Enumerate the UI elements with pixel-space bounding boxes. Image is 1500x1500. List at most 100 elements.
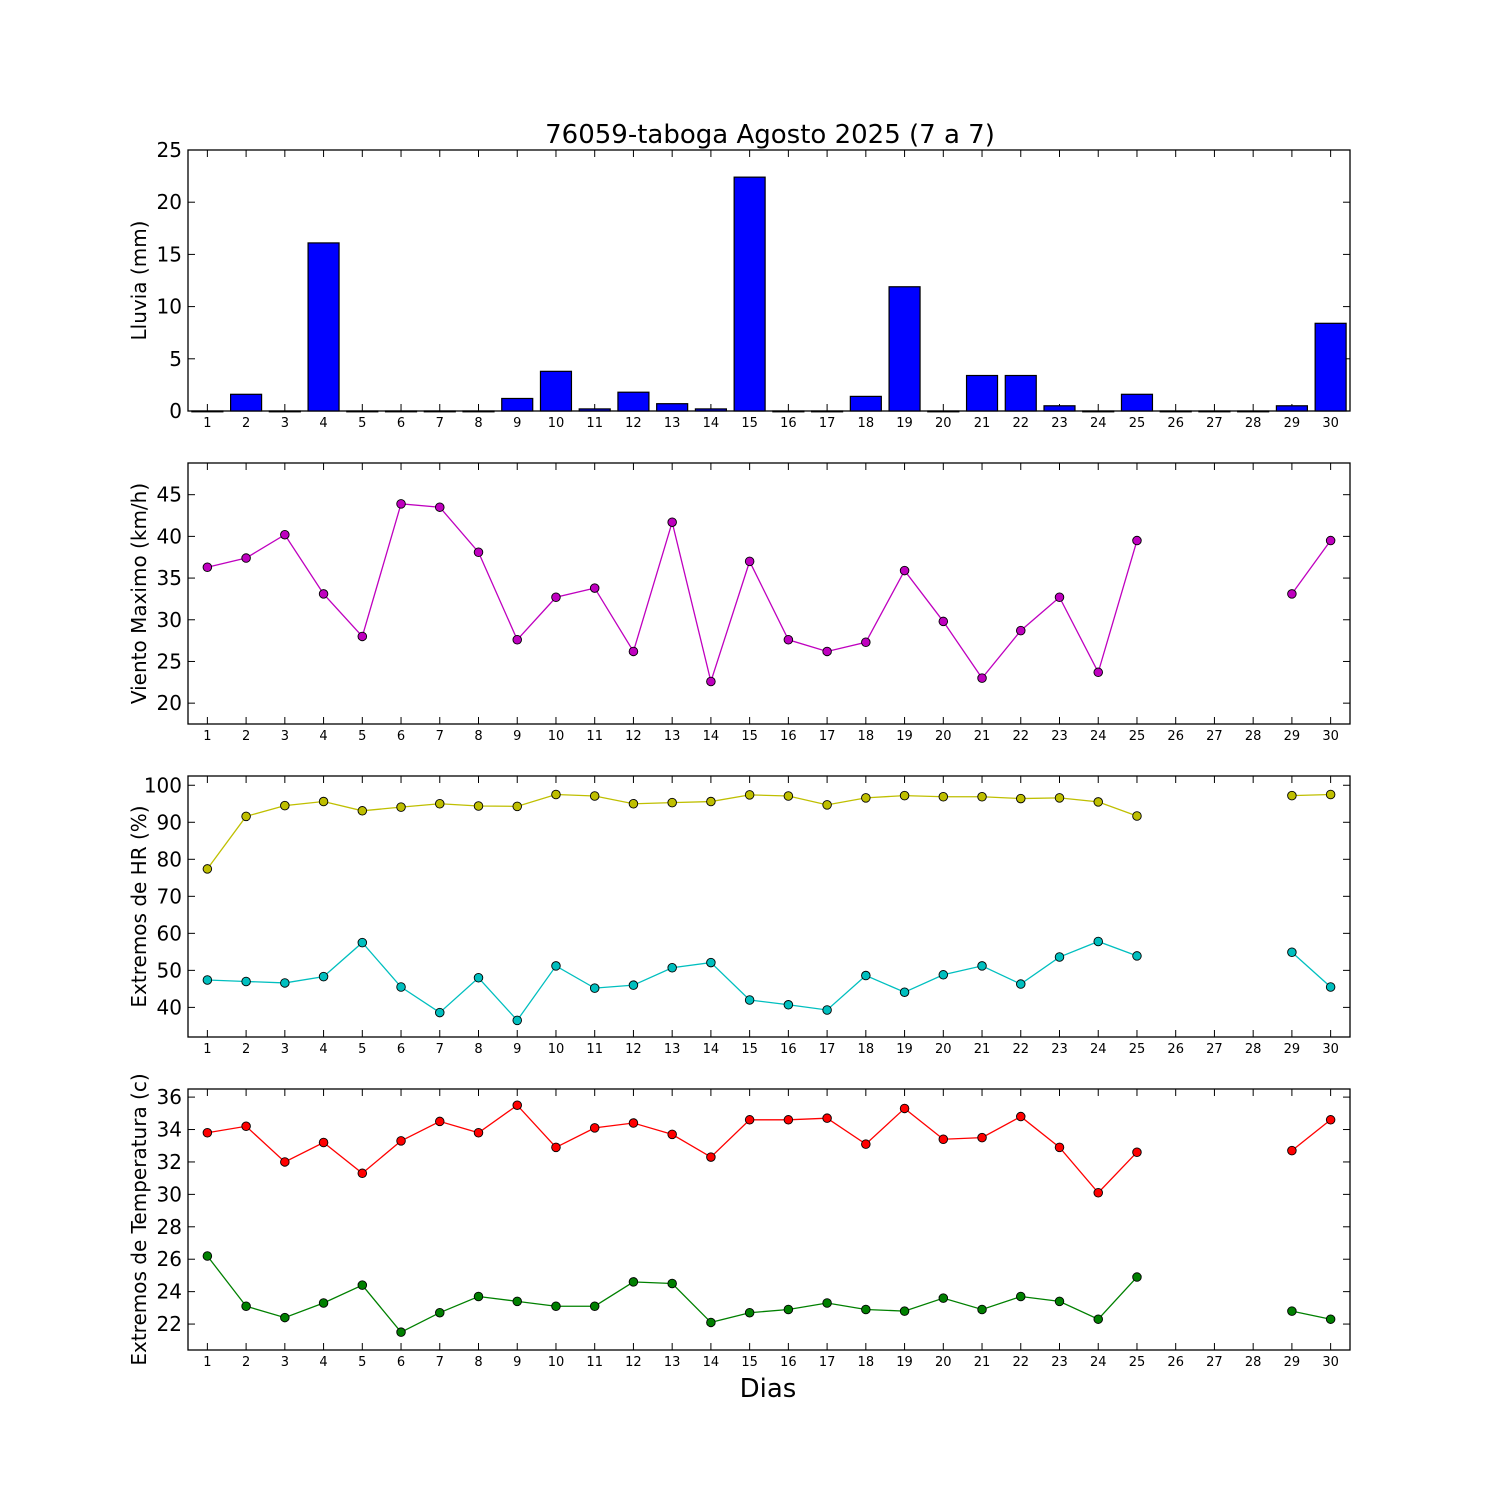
hr-xtick-label: 26	[1167, 1042, 1184, 1057]
lluvia-ytick-label: 20	[157, 190, 182, 214]
lluvia-ytick-label: 0	[169, 399, 182, 423]
viento-xtick-label: 3	[281, 729, 289, 744]
temperatura-xtick-label: 22	[1012, 1355, 1029, 1370]
viento-ytick-label: 40	[157, 524, 182, 548]
viento-data-point	[783, 635, 794, 645]
viento-data-point	[744, 556, 755, 567]
hr-data-point	[435, 1007, 445, 1018]
viento-ytick-label: 20	[157, 691, 182, 715]
temperatura-data-point	[899, 1103, 910, 1114]
hr-data-point	[512, 801, 522, 812]
hr-xtick-label: 10	[548, 1042, 565, 1057]
hr-data-point	[396, 802, 406, 812]
hr-series-line	[1291, 951, 1332, 988]
lluvia-xtick-label: 9	[513, 416, 521, 431]
viento-xtick-label: 12	[625, 729, 642, 744]
lluvia-bar	[927, 410, 960, 413]
temperatura-xtick-label: 17	[819, 1355, 836, 1370]
viento-xtick-label: 6	[397, 729, 405, 744]
viento-data-point	[706, 676, 716, 687]
viento-xtick-label: 26	[1167, 729, 1184, 744]
hr-ytick-label: 100	[144, 773, 182, 797]
lluvia-bar	[849, 395, 882, 412]
temperatura-data-point	[1132, 1272, 1142, 1282]
viento-xtick-label: 29	[1284, 729, 1301, 744]
hr-xtick-label: 12	[625, 1042, 642, 1057]
hr-data-point	[783, 1000, 794, 1010]
temperatura-xtick-label: 23	[1051, 1355, 1068, 1370]
temperatura-xtick-label: 6	[397, 1355, 405, 1370]
viento-xtick-label: 28	[1245, 729, 1262, 744]
lluvia-bar	[772, 410, 805, 413]
viento-xtick-label: 17	[819, 729, 836, 744]
hr-xtick-label: 18	[858, 1042, 875, 1057]
lluvia-y-axis-label: Lluvia (mm)	[127, 221, 151, 341]
viento-ytick-label: 30	[157, 608, 182, 632]
lluvia-bar	[965, 374, 999, 412]
viento-xtick-label: 30	[1322, 729, 1339, 744]
lluvia-axes-frame	[187, 149, 1351, 412]
temperatura-data-point	[938, 1293, 949, 1303]
lluvia-xtick-label: 6	[397, 416, 405, 431]
hr-xtick-label: 28	[1245, 1042, 1262, 1057]
temperatura-xtick-label: 21	[974, 1355, 991, 1370]
hr-axes-frame	[187, 775, 1351, 1038]
hr-data-point	[783, 791, 794, 801]
lluvia-xtick-label: 26	[1167, 416, 1184, 431]
viento-xtick-label: 4	[319, 729, 327, 744]
temperatura-xtick-label: 3	[281, 1355, 289, 1370]
lluvia-bar	[1043, 405, 1076, 412]
lluvia-bar	[230, 393, 263, 412]
viento-xtick-label: 20	[935, 729, 952, 744]
temperatura-data-point	[1016, 1291, 1026, 1302]
viento-xtick-label: 2	[242, 729, 250, 744]
viento-data-point	[899, 565, 910, 576]
temperatura-data-point	[280, 1312, 290, 1323]
temperatura-data-point	[357, 1168, 368, 1179]
temperatura-ytick-label: 22	[157, 1312, 182, 1336]
hr-data-point	[589, 791, 600, 801]
lluvia-xtick-label: 18	[858, 416, 875, 431]
temperatura-data-point	[318, 1298, 329, 1308]
temperatura-data-point	[551, 1301, 561, 1311]
lluvia-xtick-label: 5	[358, 416, 366, 431]
temperatura-axes-frame	[187, 1088, 1351, 1351]
hr-xtick-label: 15	[741, 1042, 758, 1057]
temperatura-xtick-label: 7	[436, 1355, 444, 1370]
lluvia-bar	[191, 410, 224, 413]
temperatura-data-point	[1054, 1142, 1065, 1153]
viento-xtick-label: 11	[586, 729, 603, 744]
hr-data-point	[861, 793, 871, 803]
temperatura-data-point	[977, 1304, 987, 1315]
hr-y-axis-label: Extremos de HR (%)	[127, 805, 151, 1007]
temperatura-data-point	[822, 1298, 832, 1308]
hr-data-point	[551, 961, 561, 971]
viento-xtick-label: 15	[741, 729, 758, 744]
temperatura-ytick-label: 30	[157, 1182, 182, 1206]
viento-data-point	[551, 592, 561, 603]
temperatura-data-point	[628, 1118, 639, 1128]
lluvia-bar	[617, 391, 650, 412]
temperatura-series-line	[207, 1104, 1138, 1194]
lluvia-xtick-label: 29	[1284, 416, 1301, 431]
temperatura-data-point	[435, 1116, 445, 1127]
hr-data-point	[1325, 789, 1336, 800]
hr-ytick-label: 60	[157, 921, 182, 945]
temperatura-xtick-label: 29	[1284, 1355, 1301, 1370]
lluvia-xtick-label: 1	[203, 416, 211, 431]
viento-data-point	[861, 637, 871, 648]
hr-data-point	[241, 976, 251, 987]
lluvia-xtick-label: 19	[896, 416, 913, 431]
temperatura-data-point	[861, 1139, 871, 1149]
temperatura-data-point	[899, 1306, 910, 1316]
lluvia-ytick-label: 5	[169, 347, 182, 371]
temperatura-data-point	[473, 1291, 484, 1302]
temperatura-data-point	[396, 1327, 406, 1337]
temperatura-data-point	[512, 1296, 522, 1307]
lluvia-bar	[656, 403, 689, 412]
temperatura-data-point	[512, 1100, 522, 1110]
lluvia-xtick-label: 24	[1090, 416, 1107, 431]
lluvia-xtick-label: 3	[281, 416, 289, 431]
hr-data-point	[744, 995, 755, 1005]
temperatura-data-point	[1132, 1147, 1142, 1157]
